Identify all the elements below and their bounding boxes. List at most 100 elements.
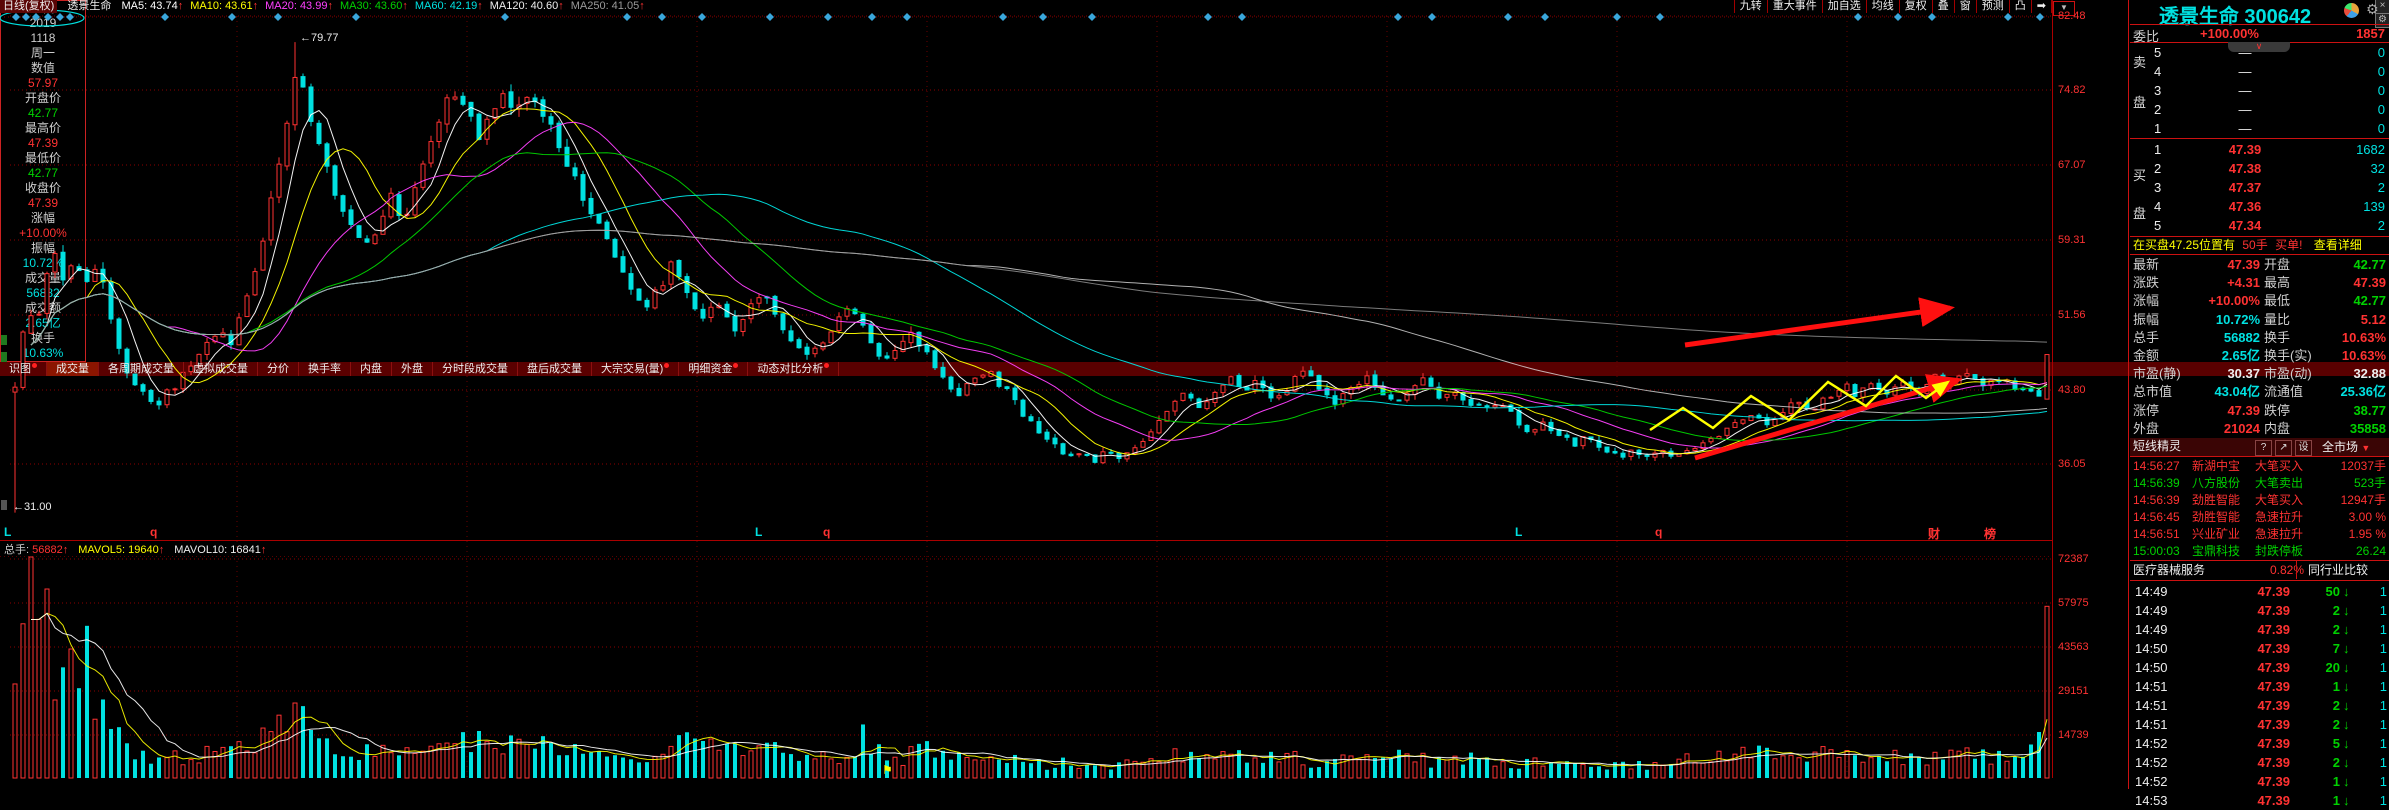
sell-row-3[interactable]: 3 — 0 xyxy=(2130,81,2389,100)
alert-row[interactable]: 14:56:27 新湖中宝 大笔买入 12037手 xyxy=(2130,458,2389,475)
buy-row-3[interactable]: 3 47.37 2 xyxy=(2130,178,2389,197)
up-arrow-icon: ↑ xyxy=(477,0,483,12)
event-diamond-icon xyxy=(766,13,774,21)
alert-row[interactable]: 15:00:03 宝鼎科技 封跌停板 26.24 xyxy=(2130,543,2389,560)
tick-time: 14:49 xyxy=(2135,603,2168,618)
alert-row[interactable]: 14:56:39 八方股份 大笔卖出 523手 xyxy=(2130,475,2389,492)
quote-value: 10.63% xyxy=(2341,329,2386,345)
quote-value: 47.39 xyxy=(2227,257,2260,272)
alert-row[interactable]: 14:56:39 劲胜智能 大笔买入 12947手 xyxy=(2130,492,2389,509)
elf-popout-button[interactable]: ↗ xyxy=(2275,440,2292,456)
kline-chart[interactable]: ⚑ xyxy=(0,0,2389,789)
toolbar-item-均线[interactable]: 均线 xyxy=(1865,0,1899,13)
ma-label: MA20: 43.99 xyxy=(265,0,328,12)
quote-row: 涨跌 +4.31 最高 47.39 xyxy=(2130,274,2389,292)
indicator-tab-盘后成交量[interactable]: 盘后成交量 xyxy=(518,362,592,376)
pie-chart-icon[interactable] xyxy=(2344,3,2359,18)
level-num: 2 xyxy=(2154,102,2162,117)
settings-gear-icon[interactable]: ⚙ xyxy=(2366,1,2379,17)
buy-volume: 32 xyxy=(2370,161,2385,176)
alert-row[interactable]: 14:56:51 兴业矿业 急速拉升 1.95 % xyxy=(2130,526,2389,543)
tick-price: 47.39 xyxy=(2257,603,2290,618)
indicator-tab-换手率[interactable]: 换手率 xyxy=(299,362,351,376)
alert-value: 3.00 % xyxy=(2348,510,2386,524)
indicator-tab-动态对比分析[interactable]: 动态对比分析 xyxy=(748,362,840,376)
sector-name[interactable]: 医疗器械服务 xyxy=(2133,563,2206,577)
toolbar-item-复权[interactable]: 复权 xyxy=(1898,0,1932,13)
quote-row: 总市值 43.04亿 流通值 25.36亿 xyxy=(2130,383,2389,401)
tick-price: 47.39 xyxy=(2257,679,2290,694)
tick-volume: 5 xyxy=(2332,736,2340,751)
indicator-tab-外盘[interactable]: 外盘 xyxy=(392,362,433,376)
alert-time: 14:56:51 xyxy=(2133,527,2180,541)
indicator-tab-各周期成交量[interactable]: 各周期成交量 xyxy=(99,362,184,376)
event-diamond-icon xyxy=(1894,13,1902,21)
tick-row: 14:52 47.39 1 ↓ 1 xyxy=(2130,772,2389,791)
toolbar-item-预测[interactable]: 预测 xyxy=(1975,0,2009,13)
toolbar-item-加自选[interactable]: 加自选 xyxy=(1821,0,1866,13)
buy-row-1[interactable]: 1 47.39 1682 xyxy=(2130,140,2389,159)
indicator-tab-大宗交易(量)[interactable]: 大宗交易(量) xyxy=(592,362,680,376)
tick-time: 14:49 xyxy=(2135,584,2168,599)
stock-name: 透景生命 xyxy=(2158,6,2239,28)
sell-row-2[interactable]: 2 — 0 xyxy=(2130,100,2389,119)
toolbar-item-➡[interactable]: ➡ xyxy=(2030,0,2052,13)
toolbar-item-重大事件[interactable]: 重大事件 xyxy=(1766,0,1822,13)
volume-header: 总手: 56882↑ MAVOL5: 19640↑ MAVOL10: 16841↑ xyxy=(4,541,276,557)
indicator-tab-分价[interactable]: 分价 xyxy=(258,362,299,376)
quote-label: 流通值 xyxy=(2264,384,2304,400)
toolbar-item-凸[interactable]: 凸 xyxy=(2008,0,2031,13)
volume-tick-label: 43563 xyxy=(2058,641,2089,653)
event-diamond-icon xyxy=(1238,13,1246,21)
sell-volume: 0 xyxy=(2377,121,2385,136)
tick-volume: 1 xyxy=(2332,793,2340,808)
alert-row[interactable]: 14:56:45 劲胜智能 急速拉升 3.00 % xyxy=(2130,509,2389,526)
indicator-tab-成交量[interactable]: 成交量 xyxy=(47,362,99,376)
toolbar-item-九转[interactable]: 九转 xyxy=(1733,0,1767,13)
indicator-tab-虚拟成交量[interactable]: 虚拟成交量 xyxy=(184,362,258,376)
elf-config-button[interactable]: 设 xyxy=(2295,440,2312,456)
tick-price: 47.39 xyxy=(2257,755,2290,770)
event-diamond-icon xyxy=(1854,13,1862,21)
tick-time: 14:50 xyxy=(2135,641,2168,656)
alert-time: 14:56:27 xyxy=(2133,459,2180,473)
event-diamond-icon xyxy=(1088,13,1096,21)
tooltip-line: 涨幅 xyxy=(30,211,55,225)
period-selector[interactable]: 日线(复权) xyxy=(0,0,58,13)
view-detail-link[interactable]: 查看详细 xyxy=(2313,238,2362,252)
volume-header-item: MAVOL5: 19640↑ xyxy=(78,544,164,556)
tooltip-line: 1118 xyxy=(30,31,56,45)
toolbar-item-窗[interactable]: 窗 xyxy=(1953,0,1976,13)
toolbar-item-叠[interactable]: 叠 xyxy=(1931,0,1954,13)
industry-compare-button[interactable]: 同行业比较 xyxy=(2308,563,2369,577)
divider-marker-L: L xyxy=(4,525,12,539)
level-num: 4 xyxy=(2154,199,2162,214)
event-diamond-icon xyxy=(22,13,30,21)
tick-price: 47.39 xyxy=(2257,622,2290,637)
elf-help-button[interactable]: ? xyxy=(2255,440,2272,456)
divider-marker-财[interactable]: 财 xyxy=(1928,527,1941,541)
indicator-tab-内盘[interactable]: 内盘 xyxy=(351,362,392,376)
event-diamond-icon xyxy=(66,13,74,21)
buy-row-4[interactable]: 4 47.36 139 xyxy=(2130,197,2389,216)
indicator-tab-明细资金[interactable]: 明细资金 xyxy=(679,362,749,376)
stock-code: 300642 xyxy=(2244,6,2312,28)
axis-dropdown-button[interactable]: ▼ xyxy=(2053,1,2075,16)
quote-value: 42.77 xyxy=(2353,257,2386,272)
event-diamond-icon xyxy=(1394,13,1402,21)
sell-price: — xyxy=(2238,102,2252,117)
divider-marker-榜[interactable]: 榜 xyxy=(1984,527,1997,541)
sell-row-1[interactable]: 1 — 0 xyxy=(2130,119,2389,138)
buy-row-5[interactable]: 5 47.34 2 xyxy=(2130,216,2389,235)
collapse-handle[interactable]: ∨ xyxy=(2228,42,2290,52)
indicator-tab-分时段成交量[interactable]: 分时段成交量 xyxy=(433,362,518,376)
market-scope-dropdown[interactable]: 全市场 ▼ xyxy=(2322,439,2370,457)
buy-row-2[interactable]: 2 47.38 32 xyxy=(2130,159,2389,178)
indicator-tab-识图[interactable]: 识图 xyxy=(0,362,47,376)
quote-value: 25.36亿 xyxy=(2340,384,2386,400)
sell-row-4[interactable]: 4 — 0 xyxy=(2130,62,2389,81)
sell-volume: 0 xyxy=(2377,83,2385,98)
quote-label: 量比 xyxy=(2264,311,2291,327)
tick-time: 14:51 xyxy=(2135,679,2168,694)
buy-volume: 2 xyxy=(2377,180,2385,195)
